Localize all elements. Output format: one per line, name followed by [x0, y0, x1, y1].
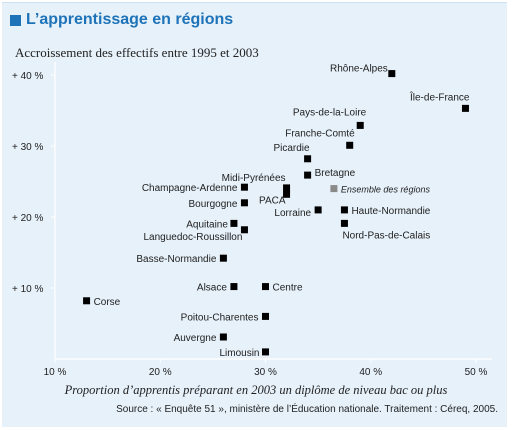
point-label-franche-comte: Franche-Comté: [285, 128, 355, 139]
point-label-haute-normandie: Haute-Normandie: [351, 206, 430, 217]
point-marker-alsace: [230, 283, 238, 291]
y-tick-label: + 20 %: [12, 213, 44, 224]
point-label-auvergne: Auvergne: [174, 333, 217, 344]
point-label-languedoc-roussillon: Languedoc-Roussillon: [143, 232, 242, 243]
point-label-basse-normandie: Basse-Normandie: [136, 254, 216, 265]
x-tick-label: 20 %: [149, 367, 172, 378]
point-marker-lorraine: [314, 206, 322, 214]
point-label-limousin: Limousin: [219, 348, 259, 359]
point-marker-languedoc-roussillon: [240, 226, 248, 234]
point-marker-rhone-alpes: [388, 70, 396, 78]
point-marker-auvergne: [219, 333, 227, 341]
point-marker-poitou-charentes: [262, 312, 269, 320]
point-label-bretagne: Bretagne: [315, 168, 356, 179]
point-marker-corse: [83, 297, 91, 305]
point-marker-bretagne: [304, 171, 312, 179]
y-tick-label: + 10 %: [12, 284, 44, 295]
point-label-ensemble-des-regions: Ensemble des régions: [341, 185, 431, 195]
point-label-champagne-ardenne: Champagne-Ardenne: [142, 183, 238, 194]
point-label-corse: Corse: [94, 297, 121, 308]
point-label-picardie: Picardie: [273, 143, 310, 154]
point-marker-basse-normandie: [219, 254, 227, 262]
chart-title: L’apprentissage en régions: [26, 11, 234, 28]
reference-point-marker: [330, 185, 338, 193]
point-label-lorraine: Lorraine: [274, 208, 311, 219]
point-marker-franche-comte: [346, 141, 354, 149]
source-note: Source : « Enquête 51 », ministère de l’…: [116, 404, 498, 415]
point-label-rhone-alpes: Rhône-Alpes: [330, 64, 388, 75]
point-label-poitou-charentes: Poitou-Charentes: [181, 312, 259, 323]
point-marker-picardie: [304, 155, 312, 163]
point-label-ile-de-france: Île-de-France: [409, 90, 470, 103]
point-marker-champagne-ardenne: [240, 183, 248, 191]
point-label-paca: PACA: [259, 195, 286, 206]
point-marker-limousin: [262, 348, 269, 356]
point-marker-midi-pyrenees: [283, 184, 291, 192]
title-row: L’apprentissage en régions: [10, 10, 233, 30]
x-tick-label: 50 %: [465, 367, 488, 378]
y-tick-label: + 30 %: [12, 142, 44, 153]
point-label-nord-pas-de-calais: Nord-Pas-de-Calais: [342, 230, 430, 241]
point-label-pays-de-la-loire: Pays-de-la-Loire: [293, 107, 367, 118]
y-tick-label: + 40 %: [12, 71, 44, 82]
point-label-centre: Centre: [273, 283, 303, 294]
point-marker-paca: [283, 190, 291, 198]
point-marker-aquitaine: [230, 219, 238, 227]
x-tick-label: 40 %: [359, 367, 382, 378]
point-label-midi-pyrenees: Midi-Pyrénées: [222, 173, 286, 184]
point-marker-centre: [262, 283, 269, 291]
point-label-alsace: Alsace: [197, 283, 227, 294]
point-marker-haute-normandie: [340, 206, 348, 214]
title-bullet-icon: [10, 14, 21, 26]
point-marker-bourgogne: [240, 199, 248, 207]
x-tick-label: 30 %: [254, 367, 277, 378]
point-label-bourgogne: Bourgogne: [189, 199, 238, 210]
x-tick-label: 10 %: [44, 367, 67, 378]
x-axis-label: Proportion d’apprentis préparant en 2003…: [64, 383, 448, 397]
point-marker-nord-pas-de-calais: [340, 219, 348, 227]
point-marker-pays-de-la-loire: [356, 121, 364, 129]
point-marker-ile-de-france: [461, 104, 469, 112]
point-label-aquitaine: Aquitaine: [186, 219, 228, 230]
chart-subtitle: Accroissement des effectifs entre 1995 e…: [15, 45, 259, 60]
chart-frame: [2, 2, 507, 427]
